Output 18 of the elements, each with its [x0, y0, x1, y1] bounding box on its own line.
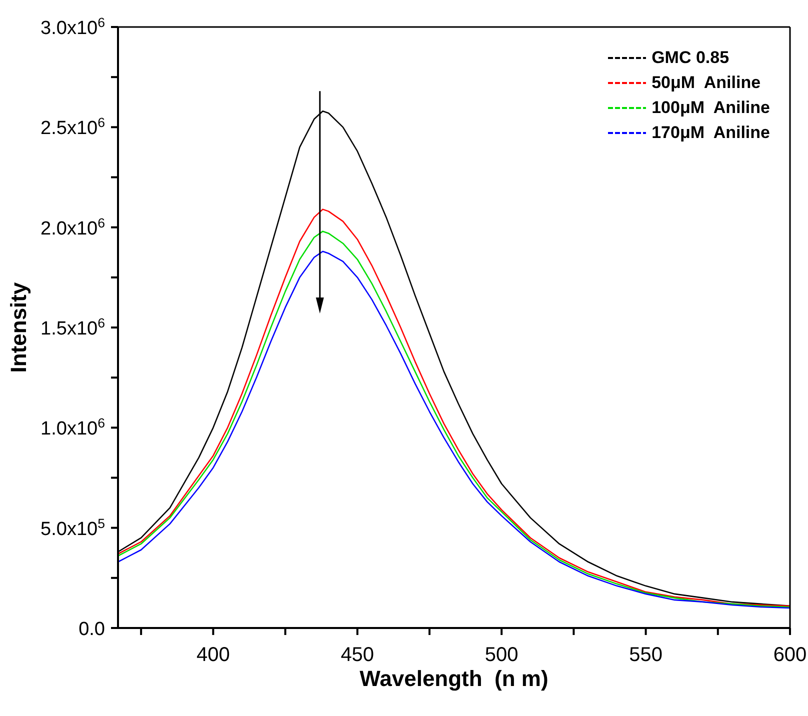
- x-tick-label: 600: [773, 644, 807, 666]
- legend-label: GMC 0.85: [652, 48, 730, 68]
- y-tick-label: 3.0x10$^{6}$: [40, 14, 105, 39]
- legend-label: 50μM Aniline: [652, 72, 761, 92]
- x-tick-label: 400: [196, 644, 230, 666]
- legend-label: 100μM Aniline: [652, 98, 770, 118]
- y-tick-label: 1.5x10$^{6}$: [40, 315, 105, 340]
- x-tick-label: 550: [629, 644, 662, 666]
- legend-label: 170μM Aniline: [652, 122, 770, 142]
- y-tick-label: 1.0x10$^{6}$: [40, 415, 105, 440]
- x-tick-label: 450: [340, 644, 374, 666]
- y-tick-label: 0.0: [78, 619, 105, 640]
- y-tick-label: 2.0x10$^{6}$: [40, 214, 105, 240]
- y-tick-label: 2.5x10$^{6}$: [40, 114, 105, 140]
- x-axis-title: Wavelength (n m): [360, 666, 548, 691]
- y-axis-title: Intensity: [6, 282, 31, 373]
- x-tick-label: 500: [484, 644, 518, 666]
- y-tick-label: 5.0x10$^{5}$: [40, 515, 105, 540]
